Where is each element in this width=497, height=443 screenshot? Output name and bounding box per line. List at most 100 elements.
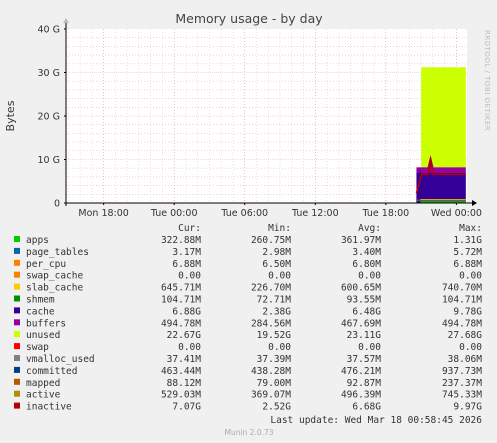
y-tick-label: 0 xyxy=(54,199,60,210)
legend-value-min: 2.98M xyxy=(262,247,291,258)
legend-value-max: 0.00 xyxy=(459,271,482,282)
legend-value-max: 27.68G xyxy=(448,330,483,341)
legend-value-cur: 7.07G xyxy=(172,402,201,413)
x-tick-label: Wed 00:00 xyxy=(431,208,482,219)
legend-value-min: 6.50M xyxy=(262,259,291,270)
legend-value-min: 226.70M xyxy=(251,283,291,294)
legend-value-min: 438.28M xyxy=(251,366,291,377)
legend-series-name: unused xyxy=(26,330,60,341)
legend-swatch xyxy=(14,319,20,326)
area-apps xyxy=(416,201,466,203)
legend-value-min: 0.00 xyxy=(268,342,291,353)
legend-series-name: apps xyxy=(26,235,49,246)
legend-swatch xyxy=(14,247,20,254)
legend-swatch xyxy=(14,390,20,397)
x-tick-label: Tue 00:00 xyxy=(150,208,198,219)
y-tick-label: 20 G xyxy=(38,112,60,123)
legend-value-min: 2.52G xyxy=(262,402,291,413)
legend-value-cur: 22.67G xyxy=(167,330,202,341)
legend-value-max: 740.70M xyxy=(442,283,482,294)
legend-series-name: vmalloc_used xyxy=(26,354,95,365)
legend-swatch xyxy=(14,355,20,361)
legend-value-avg: 6.48G xyxy=(352,306,381,317)
legend-value-min: 0.00 xyxy=(268,271,291,282)
legend-column-header: Avg: xyxy=(358,223,381,234)
legend-series-name: swap_cache xyxy=(26,271,83,282)
legend-value-cur: 88.12M xyxy=(167,378,202,389)
last-update: Last update: Wed Mar 18 00:58:45 2026 xyxy=(270,415,482,426)
y-axis-label: Bytes xyxy=(4,100,17,131)
area-cache xyxy=(416,172,466,203)
legend-value-avg: 0.00 xyxy=(358,342,381,353)
legend-series-name: cache xyxy=(26,306,55,317)
legend-value-max: 6.88M xyxy=(453,259,482,270)
legend-value-max: 937.73M xyxy=(442,366,482,377)
legend-value-avg: 6.80M xyxy=(352,259,381,270)
legend-column-header: Cur: xyxy=(178,223,201,234)
legend-swatch xyxy=(14,343,20,350)
legend-value-avg: 496.39M xyxy=(341,390,381,401)
x-axis-arrow xyxy=(472,200,477,206)
legend-value-min: 369.07M xyxy=(251,390,291,401)
x-tick-label: Tue 06:00 xyxy=(220,208,268,219)
legend-value-min: 284.56M xyxy=(251,318,291,329)
legend-series-name: inactive xyxy=(26,402,72,413)
grid-lines xyxy=(66,29,467,203)
stacked-areas xyxy=(415,67,466,203)
line-inactive xyxy=(415,158,466,194)
legend-table: Cur: Min: Avg: Max: apps 322.88M 260.75M 361.97… xyxy=(14,223,482,413)
legend-value-min: 19.52G xyxy=(257,330,292,341)
legend-value-max: 9.78G xyxy=(453,306,482,317)
legend-swatch xyxy=(14,295,20,302)
legend-series-name: mapped xyxy=(26,378,60,389)
legend-value-min: 2.38G xyxy=(262,306,291,317)
legend-value-max: 5.72M xyxy=(453,247,482,258)
legend-value-cur: 6.88G xyxy=(172,306,201,317)
y-tick-label: 30 G xyxy=(38,68,60,79)
legend-series-name: page_tables xyxy=(26,247,89,258)
legend-value-cur: 494.78M xyxy=(161,318,201,329)
legend-series-name: committed xyxy=(26,366,77,377)
x-tick-label: Tue 18:00 xyxy=(362,208,410,219)
legend-series-name: buffers xyxy=(26,318,66,329)
y-tick-label: 10 G xyxy=(38,155,60,166)
legend-value-max: 1.31G xyxy=(453,235,482,246)
legend-swatch xyxy=(14,402,20,409)
legend-value-max: 9.97G xyxy=(453,402,482,413)
legend-value-avg: 467.69M xyxy=(341,318,381,329)
legend-swatch xyxy=(14,331,20,338)
legend-swatch xyxy=(14,236,20,242)
legend-value-cur: 6.88M xyxy=(172,259,201,270)
legend-value-cur: 37.41M xyxy=(167,354,202,365)
y-ticks: 0 10 G 20 G 30 G 40 G xyxy=(38,25,66,210)
legend-value-max: 104.71M xyxy=(442,295,482,306)
legend-swatch xyxy=(14,259,20,266)
legend-value-cur: 0.00 xyxy=(178,271,201,282)
legend-value-cur: 322.88M xyxy=(161,235,201,246)
legend-value-max: 38.06M xyxy=(448,354,483,365)
legend-value-avg: 23.11G xyxy=(347,330,382,341)
y-tick-label: 40 G xyxy=(38,25,60,36)
legend-value-avg: 361.97M xyxy=(341,235,381,246)
legend-value-min: 37.39M xyxy=(257,354,292,365)
legend-value-avg: 6.68G xyxy=(352,402,381,413)
area-buffers xyxy=(416,167,466,173)
legend-value-min: 260.75M xyxy=(251,235,291,246)
legend-series-name: swap xyxy=(26,342,49,353)
x-tick-label: Tue 12:00 xyxy=(291,208,339,219)
legend-value-avg: 0.00 xyxy=(358,271,381,282)
legend-column-header: Min: xyxy=(268,223,291,234)
legend-value-max: 237.37M xyxy=(442,378,482,389)
legend-series-name: per_cpu xyxy=(26,259,66,270)
legend-value-min: 79.00M xyxy=(257,378,292,389)
legend-value-cur: 529.03M xyxy=(161,390,201,401)
legend-value-avg: 37.57M xyxy=(347,354,382,365)
legend-value-min: 72.71M xyxy=(257,295,292,306)
legend-swatch xyxy=(14,283,20,290)
axes xyxy=(63,18,477,206)
legend-series-name: shmem xyxy=(26,295,55,306)
legend-value-avg: 476.21M xyxy=(341,366,381,377)
legend-column-header: Max: xyxy=(459,223,482,234)
munin-version: Munin 2.0.73 xyxy=(224,428,273,437)
legend-series-name: slab_cache xyxy=(26,283,83,294)
